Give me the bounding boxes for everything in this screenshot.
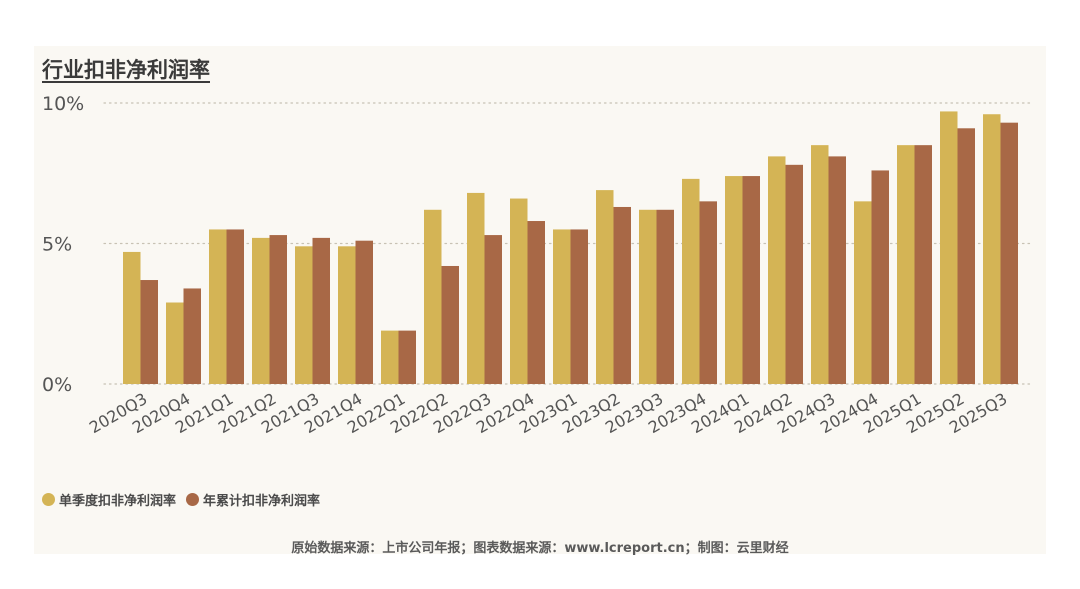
bar-cumulative xyxy=(269,235,287,384)
source-footnote: 原始数据来源：上市公司年报；图表数据来源：www.lcreport.cn；制图：… xyxy=(291,541,789,556)
bar-quarterly xyxy=(123,251,141,384)
y-tick-label: 0% xyxy=(42,374,72,396)
legend-label-series2: 年累计扣非净利润率 xyxy=(203,494,321,509)
chart-legend: 单季度扣非净利润率 年累计扣非净利润率 xyxy=(42,490,330,509)
bar-cumulative xyxy=(570,229,588,384)
bar-cumulative xyxy=(140,280,158,384)
bar-quarterly xyxy=(639,209,657,384)
legend-swatch-series2 xyxy=(186,493,200,506)
bar-quarterly xyxy=(725,176,743,384)
bar-quarterly xyxy=(209,229,227,384)
bar-quarterly xyxy=(295,246,313,384)
bar-cumulative xyxy=(484,235,502,384)
bar-quarterly xyxy=(510,198,528,384)
bar-cumulative xyxy=(312,237,330,384)
bar-cumulative xyxy=(183,288,201,384)
bar-quarterly xyxy=(811,145,829,384)
bar-quarterly xyxy=(983,114,1001,385)
bar-cumulative xyxy=(957,128,975,384)
bar-cumulative xyxy=(398,330,416,384)
bar-quarterly xyxy=(166,302,184,384)
bar-quarterly xyxy=(467,192,485,384)
bar-quarterly xyxy=(596,190,614,384)
legend-swatch-series1 xyxy=(42,493,55,506)
bar-cumulative xyxy=(742,176,760,384)
bar-cumulative xyxy=(828,156,846,384)
bar-quarterly xyxy=(424,209,442,384)
bar-cumulative xyxy=(914,145,932,384)
bar-cumulative xyxy=(226,229,244,384)
legend-item-series1: 单季度扣非净利润率 xyxy=(42,490,176,509)
bar-quarterly xyxy=(682,178,700,384)
chart-title: 行业扣非净利润率 xyxy=(42,58,210,82)
bar-cumulative xyxy=(527,221,545,384)
bar-cumulative xyxy=(871,170,889,384)
bar-quarterly xyxy=(940,111,958,385)
y-tick-label: 10% xyxy=(42,93,84,115)
bar-quarterly xyxy=(381,330,399,384)
bar-cumulative xyxy=(785,164,803,384)
bar-quarterly xyxy=(553,229,571,384)
bar-quarterly xyxy=(338,246,356,384)
bar-cumulative xyxy=(699,201,717,384)
bar-cumulative xyxy=(656,209,674,384)
bar-quarterly xyxy=(854,201,872,384)
bar-quarterly xyxy=(897,145,915,384)
bar-cumulative xyxy=(355,240,373,384)
y-tick-label: 5% xyxy=(42,234,72,256)
bar-cumulative xyxy=(1000,122,1018,385)
legend-item-series2: 年累计扣非净利润率 xyxy=(186,490,320,509)
legend-label-series1: 单季度扣非净利润率 xyxy=(59,494,177,509)
bar-cumulative xyxy=(441,265,459,384)
bar-quarterly xyxy=(252,237,270,384)
bar-quarterly xyxy=(768,156,786,384)
bar-cumulative xyxy=(613,206,631,384)
